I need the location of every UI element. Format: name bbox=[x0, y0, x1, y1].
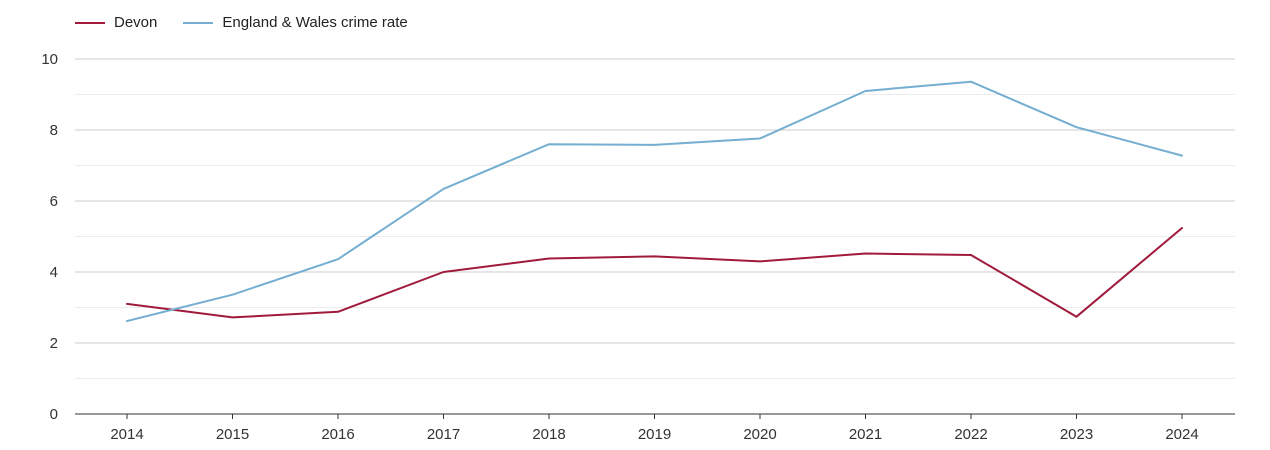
x-tick-label: 2017 bbox=[427, 426, 460, 443]
legend-swatch-england-wales bbox=[183, 21, 214, 24]
x-tick-label: 2014 bbox=[110, 426, 143, 443]
y-tick-label: 10 bbox=[41, 51, 58, 68]
x-tick-label: 2015 bbox=[216, 426, 249, 443]
x-tick-label: 2018 bbox=[532, 426, 565, 443]
x-tick-label: 2024 bbox=[1165, 426, 1198, 443]
legend-item-devon[interactable]: Devon bbox=[75, 14, 157, 31]
legend-label-england-wales: England & Wales crime rate bbox=[222, 14, 408, 31]
y-tick-label: 2 bbox=[50, 335, 58, 352]
legend-label-devon: Devon bbox=[114, 14, 158, 31]
x-tick-label: 2020 bbox=[743, 426, 776, 443]
legend-item-england-wales[interactable]: England & Wales crime rate bbox=[183, 14, 408, 31]
series-line-england-wales[interactable] bbox=[126, 80, 1183, 322]
series-line-devon[interactable] bbox=[126, 227, 1183, 319]
x-tick-label: 2016 bbox=[321, 426, 354, 443]
y-tick-label: 6 bbox=[50, 193, 58, 210]
x-tick-label: 2023 bbox=[1060, 426, 1093, 443]
y-tick-label: 0 bbox=[50, 406, 58, 423]
chart-legend: Devon England & Wales crime rate bbox=[75, 14, 408, 31]
legend-swatch-devon bbox=[75, 21, 105, 24]
y-tick-label: 4 bbox=[50, 264, 58, 281]
x-tick-label: 2021 bbox=[849, 426, 882, 443]
x-tick-label: 2019 bbox=[638, 426, 671, 443]
y-tick-label: 8 bbox=[50, 122, 58, 139]
x-tick-label: 2022 bbox=[954, 426, 987, 443]
